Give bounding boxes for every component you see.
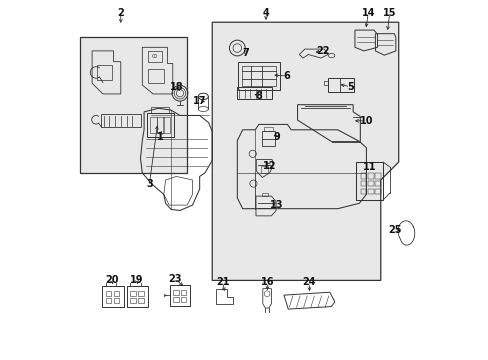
Text: 24: 24	[302, 277, 315, 287]
Text: 6: 6	[283, 71, 290, 81]
Text: 19: 19	[130, 275, 143, 285]
Bar	[80, 37, 187, 173]
Bar	[138, 291, 144, 296]
Bar	[130, 291, 136, 296]
Text: 16: 16	[261, 277, 274, 287]
Bar	[156, 117, 163, 134]
Bar	[238, 62, 279, 90]
Bar	[375, 173, 380, 179]
Bar	[163, 117, 170, 134]
Bar	[113, 291, 119, 296]
Text: 4: 4	[262, 8, 269, 18]
Bar	[105, 291, 111, 296]
Bar	[360, 181, 366, 186]
Bar	[180, 297, 186, 302]
Text: 11: 11	[363, 162, 376, 172]
Text: 5: 5	[346, 82, 353, 92]
Text: 23: 23	[167, 274, 181, 284]
Bar	[130, 298, 136, 303]
Bar	[126, 286, 148, 307]
Polygon shape	[212, 22, 398, 280]
Bar	[169, 285, 190, 306]
Text: 15: 15	[382, 8, 396, 18]
Text: 12: 12	[263, 161, 276, 171]
Bar	[260, 166, 267, 173]
Text: 8: 8	[255, 91, 262, 101]
Bar	[375, 189, 380, 194]
Text: 9: 9	[273, 132, 280, 142]
Text: 13: 13	[269, 200, 283, 210]
Text: 10: 10	[359, 116, 372, 126]
Bar	[262, 131, 274, 146]
Bar	[375, 181, 380, 186]
Text: 25: 25	[387, 225, 401, 235]
Bar	[264, 127, 272, 131]
Bar	[360, 173, 366, 179]
Bar	[101, 114, 140, 127]
Text: 21: 21	[216, 277, 229, 287]
Bar	[360, 189, 366, 194]
Text: 20: 20	[105, 275, 118, 285]
Bar	[367, 189, 373, 194]
Text: 17: 17	[193, 96, 206, 106]
Text: 00: 00	[151, 54, 158, 59]
Text: 14: 14	[361, 8, 374, 18]
Bar	[236, 87, 272, 99]
Bar	[138, 298, 144, 303]
Bar	[102, 286, 123, 307]
Bar	[146, 113, 174, 137]
Bar	[328, 78, 353, 92]
Text: 2: 2	[117, 8, 124, 18]
Bar	[180, 290, 186, 295]
Bar	[367, 181, 373, 186]
Bar	[97, 65, 112, 80]
Text: 18: 18	[169, 82, 183, 92]
Bar	[147, 69, 163, 83]
Bar	[147, 51, 162, 62]
Bar	[367, 173, 373, 179]
Bar	[172, 297, 178, 302]
Text: 3: 3	[146, 179, 153, 189]
Bar	[356, 162, 383, 200]
Text: 7: 7	[242, 48, 249, 58]
Text: 1: 1	[157, 132, 163, 142]
Bar	[151, 107, 169, 113]
Bar	[262, 193, 267, 196]
Bar	[242, 66, 276, 86]
Bar	[172, 290, 178, 295]
Bar	[105, 298, 111, 303]
Text: 22: 22	[316, 46, 329, 56]
Bar	[113, 298, 119, 303]
Bar	[150, 117, 157, 134]
